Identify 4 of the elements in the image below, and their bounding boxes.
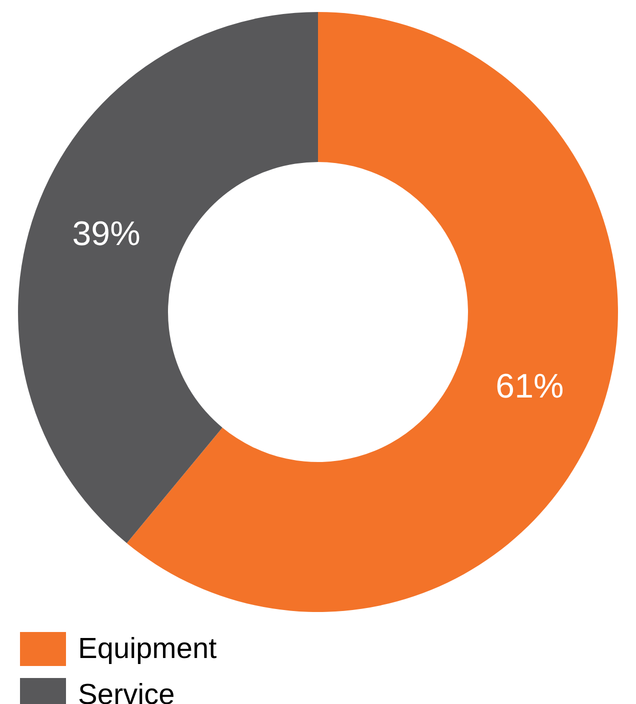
data-label: 61% bbox=[496, 368, 564, 406]
data-label: 39% bbox=[72, 215, 140, 254]
legend-label: Service bbox=[78, 678, 175, 704]
legend-label: Equipment bbox=[78, 632, 217, 666]
